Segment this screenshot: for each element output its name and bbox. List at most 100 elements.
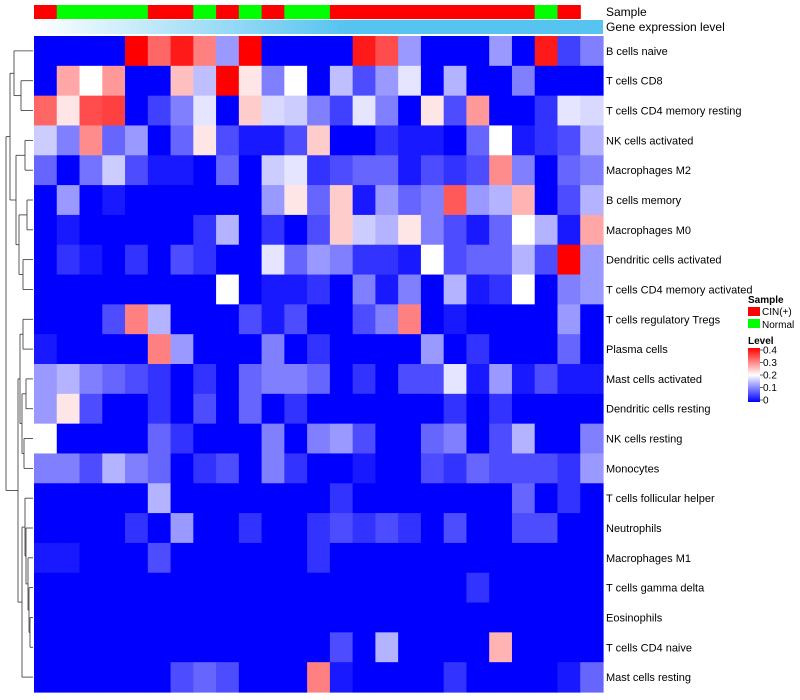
- row-label: Dendritic cells activated: [606, 255, 722, 267]
- heatmap-cell: [466, 155, 490, 186]
- heatmap-cell: [102, 274, 126, 305]
- heatmap-cell: [375, 483, 399, 514]
- heatmap-cell: [511, 662, 536, 693]
- heatmap-cell: [307, 542, 331, 574]
- heatmap-cell: [170, 214, 194, 246]
- heatmap-cell: [511, 274, 536, 305]
- heatmap-cell: [489, 304, 513, 335]
- heatmap-cell: [375, 214, 399, 246]
- heatmap-cell: [261, 214, 285, 246]
- heatmap-cell: [511, 185, 536, 216]
- heatmap-cell: [147, 125, 172, 156]
- row-label: Dendritic cells resting: [606, 404, 711, 416]
- heatmap-cell: [489, 364, 513, 395]
- heatmap-cell: [307, 483, 331, 514]
- row-label: Plasma cells: [606, 344, 668, 356]
- heatmap-cell: [580, 334, 604, 365]
- heatmap-cell: [238, 65, 263, 97]
- heatmap-cell: [329, 602, 354, 633]
- heatmap-cell: [216, 453, 240, 484]
- heatmap-cell: [443, 155, 468, 186]
- heatmap-cell: [534, 423, 559, 455]
- heatmap-cell: [56, 393, 81, 425]
- heatmap-cell: [261, 334, 285, 365]
- heatmap-cell: [170, 95, 194, 127]
- heatmap-cell: [307, 274, 331, 305]
- sample-annotation-cell: [511, 5, 536, 19]
- heatmap-cell: [375, 393, 399, 425]
- heatmap-cell: [79, 334, 103, 365]
- heatmap-cell: [170, 572, 194, 604]
- heatmap-cell: [34, 602, 58, 633]
- row-label: T cells CD4 memory activated: [606, 284, 753, 296]
- heatmap-cell: [147, 334, 172, 365]
- heatmap-cell: [466, 334, 490, 365]
- row-labels: B cells naive T cells CD8 T cells CD4 memo…: [606, 46, 753, 684]
- heatmap-cell: [466, 95, 490, 127]
- heatmap-cell: [193, 36, 217, 67]
- heatmap-cell: [489, 125, 513, 156]
- heatmap-cell: [580, 602, 604, 633]
- heatmap-cell: [375, 453, 399, 484]
- heatmap-cell: [534, 95, 559, 127]
- heatmap-cell: [557, 393, 581, 425]
- level-tick-label: 0.3: [763, 358, 777, 369]
- heatmap-cell: [170, 393, 194, 425]
- heatmap-cell: [466, 244, 490, 276]
- heatmap-cell: [79, 602, 103, 633]
- heatmap-cell: [79, 513, 103, 544]
- heatmap-cell: [352, 334, 376, 365]
- heatmap-cell: [557, 364, 581, 395]
- heatmap-cell: [170, 662, 194, 693]
- heatmap-cell: [56, 185, 81, 216]
- heatmap-cell: [466, 483, 490, 514]
- heatmap-cell: [489, 65, 513, 97]
- heatmap-cell: [329, 185, 354, 216]
- heatmap-cell: [56, 95, 81, 127]
- sample-annotation-cell: [216, 5, 240, 19]
- heatmap-cell: [511, 304, 536, 335]
- heatmap-cell: [443, 513, 468, 544]
- heatmap-cell: [489, 483, 513, 514]
- heatmap-cell: [443, 572, 468, 604]
- heatmap-cell: [238, 36, 263, 67]
- heatmap-cell: [56, 423, 81, 455]
- row-label: Macrophages M0: [606, 225, 691, 237]
- heatmap-cell: [261, 662, 285, 693]
- row-label: T cells follicular helper: [606, 493, 715, 505]
- heatmap-cell: [102, 453, 126, 484]
- heatmap-cell: [238, 423, 263, 455]
- heatmap-cell: [34, 274, 58, 305]
- heatmap-cell: [284, 304, 308, 335]
- heatmap-cell: [329, 572, 354, 604]
- legend-label-cin: CIN(+): [762, 307, 792, 318]
- heatmap-cell: [34, 364, 58, 395]
- heatmap-cell: [261, 185, 285, 216]
- heatmap-cell: [443, 274, 468, 305]
- heatmap-cell: [56, 274, 81, 305]
- heatmap-cell: [102, 334, 126, 365]
- heatmap-cell: [420, 36, 445, 67]
- heatmap-cell: [511, 244, 536, 276]
- heatmap-cell: [79, 393, 103, 425]
- heatmap-cell: [489, 513, 513, 544]
- heatmap-cell: [34, 155, 58, 186]
- heatmap-cell: [193, 453, 217, 484]
- heatmap-cell: [147, 185, 172, 216]
- heatmap-cell: [102, 125, 126, 156]
- heatmap-cell: [170, 125, 194, 156]
- heatmap-cell: [534, 513, 559, 544]
- heatmap-cell: [147, 483, 172, 514]
- heatmap-cell: [170, 65, 194, 97]
- row-label: NK cells activated: [606, 135, 693, 147]
- heatmap-cell: [352, 65, 376, 97]
- heatmap-cell: [170, 155, 194, 186]
- level-tick-label: 0.1: [763, 383, 777, 394]
- row-label: B cells naive: [606, 46, 668, 58]
- heatmap-cell: [79, 304, 103, 335]
- heatmap-cell: [261, 572, 285, 604]
- heatmap-cell: [557, 244, 581, 276]
- heatmap-cell: [307, 155, 331, 186]
- heatmap-cell: [216, 393, 240, 425]
